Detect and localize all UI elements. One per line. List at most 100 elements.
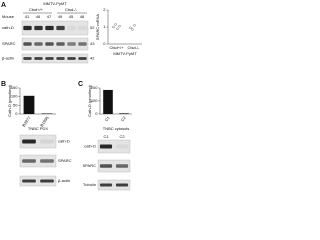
x-axis-label: TNBC PDX [28,126,49,131]
lane-label: 49 [58,14,63,19]
y-tick-label: 0 [103,41,106,46]
band [99,144,113,149]
marker-label: 52 [90,25,95,30]
band [23,57,32,60]
title: MMTV-PyMT [43,1,67,6]
row-label: Mouse [2,14,15,19]
band [34,25,43,31]
lane-label: 45 [69,14,74,19]
bar [119,113,129,114]
protein-label: cath-D [58,139,70,144]
band [40,179,54,183]
band [78,42,87,46]
point [116,27,119,30]
panel-label: B [1,81,6,88]
protein-label: Tubulin [83,182,96,187]
protein-label: cath-D [2,25,14,30]
y-tick-label: 150 [11,85,18,90]
band [115,144,129,149]
point [133,24,136,27]
blot [21,37,89,51]
y-tick-label: 200 [91,85,98,90]
lane-label: 41 [25,14,30,19]
blot [19,134,57,149]
lane-label: C1 [103,134,109,139]
bar [103,89,113,114]
y-tick-label: 100 [11,94,18,99]
band [115,183,129,187]
band [56,42,65,46]
band [34,42,43,46]
marker-label: 42 [90,56,95,61]
band [99,164,113,168]
lane-label: 47 [47,14,52,19]
group-label: Ctsd-/- [65,7,78,12]
band [23,42,32,46]
band [40,139,54,144]
bar [23,95,35,114]
group-label: Ctsd+/+ [29,7,44,12]
x-tick-label: Ctsd-/- [128,45,141,50]
band [67,57,76,60]
protein-label: β-actin [58,178,70,183]
protein-label: cath-D [84,144,96,149]
point [112,25,115,29]
band [67,25,76,31]
blot [19,175,57,187]
x-axis-label: MMTV-PyMT [113,51,137,56]
band [78,25,87,31]
x-tick-label: C1 [104,115,111,123]
protein-label: SPARC [83,163,97,168]
band [34,57,43,60]
band [99,183,113,187]
band [45,42,54,46]
y-tick-label: 100 [91,98,98,103]
x-axis-label: TNBC cytosols [103,126,129,131]
protein-label: SPARC [58,158,72,163]
blot [19,154,57,168]
blot [21,53,89,64]
y-tick-label: 0 [95,111,98,116]
point [114,23,117,26]
x-tick-label: B3977 [21,115,32,128]
band [22,139,36,144]
lane-label: C2 [119,134,125,139]
blot [97,139,131,154]
panel-label: C [78,81,83,88]
band [56,57,65,60]
band [115,164,129,168]
lane-label: 46 [36,14,41,19]
y-axis-label: Cath-D (pmol/mg) [7,84,12,116]
y-axis-label: SPARC mRNA [95,13,100,40]
protein-label: SPARC [2,41,16,46]
point [129,26,132,30]
band [23,25,32,31]
band [22,159,36,163]
band [56,25,65,31]
y-tick-label: 0 [15,111,18,116]
band [45,57,54,60]
y-axis-label: Cath-D (pmol/mg) [87,84,92,116]
x-tick-label: Ctsd+/+ [109,45,124,50]
x-tick-label: B1995 [39,115,50,128]
marker-label: 43 [90,41,95,46]
y-tick-label: 1 [103,24,106,29]
y-tick-label: 2 [103,7,106,12]
band [45,25,54,31]
band [40,159,54,163]
band [22,179,36,183]
point [131,28,134,31]
lane-label: 48 [80,14,85,19]
blot [97,159,131,173]
bar [41,113,53,114]
point [118,24,121,28]
y-tick-label: 50 [13,102,18,107]
band [78,57,87,60]
blot [21,20,89,36]
panel-label: A [1,2,6,9]
x-tick-label: C2 [120,115,127,123]
band [67,42,76,46]
blot [97,179,131,191]
protein-label: β-actin [2,56,14,61]
